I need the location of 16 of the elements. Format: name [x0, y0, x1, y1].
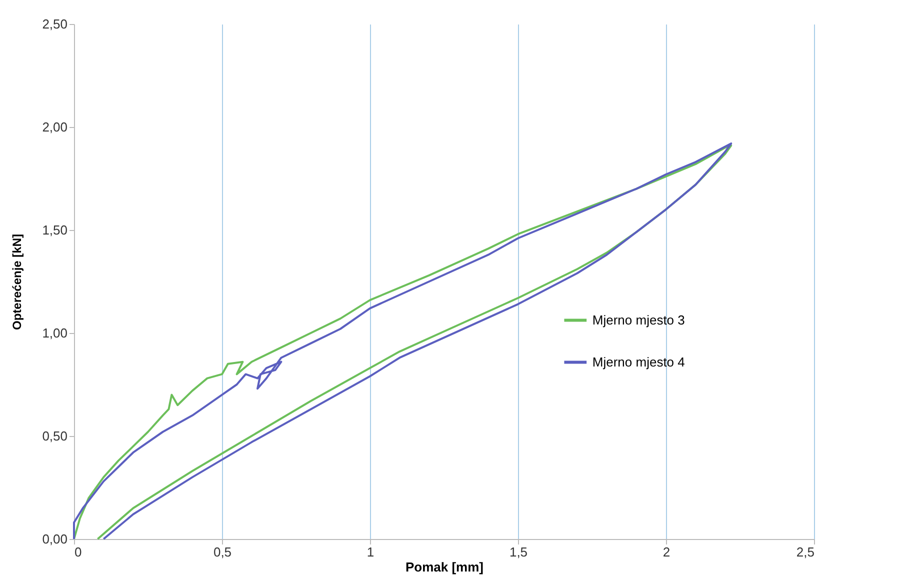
x-tick-label: 2,5: [796, 544, 814, 560]
y-tick-label: 1,00: [42, 326, 68, 340]
legend-label: Mjerno mjesto 3: [592, 312, 685, 328]
x-tick-label: 1: [366, 544, 374, 560]
y-tick-label: 2,00: [42, 120, 68, 134]
y-tick-label: 0,00: [42, 532, 68, 546]
x-tick-label: 1,5: [509, 544, 528, 560]
y-tick-label: 0,50: [42, 428, 68, 444]
legend-label: Mjerno mjesto 4: [592, 354, 685, 370]
x-tick-label: 0,5: [213, 544, 232, 560]
x-tick-label: 2: [662, 544, 670, 560]
x-tick-label: 0: [74, 544, 82, 560]
y-axis-title: Opterećenje [kN]: [10, 234, 24, 330]
y-tick-label: 2,50: [42, 16, 68, 32]
y-tick-label: 1,50: [42, 222, 68, 238]
x-axis-title: Pomak [mm]: [405, 560, 484, 574]
